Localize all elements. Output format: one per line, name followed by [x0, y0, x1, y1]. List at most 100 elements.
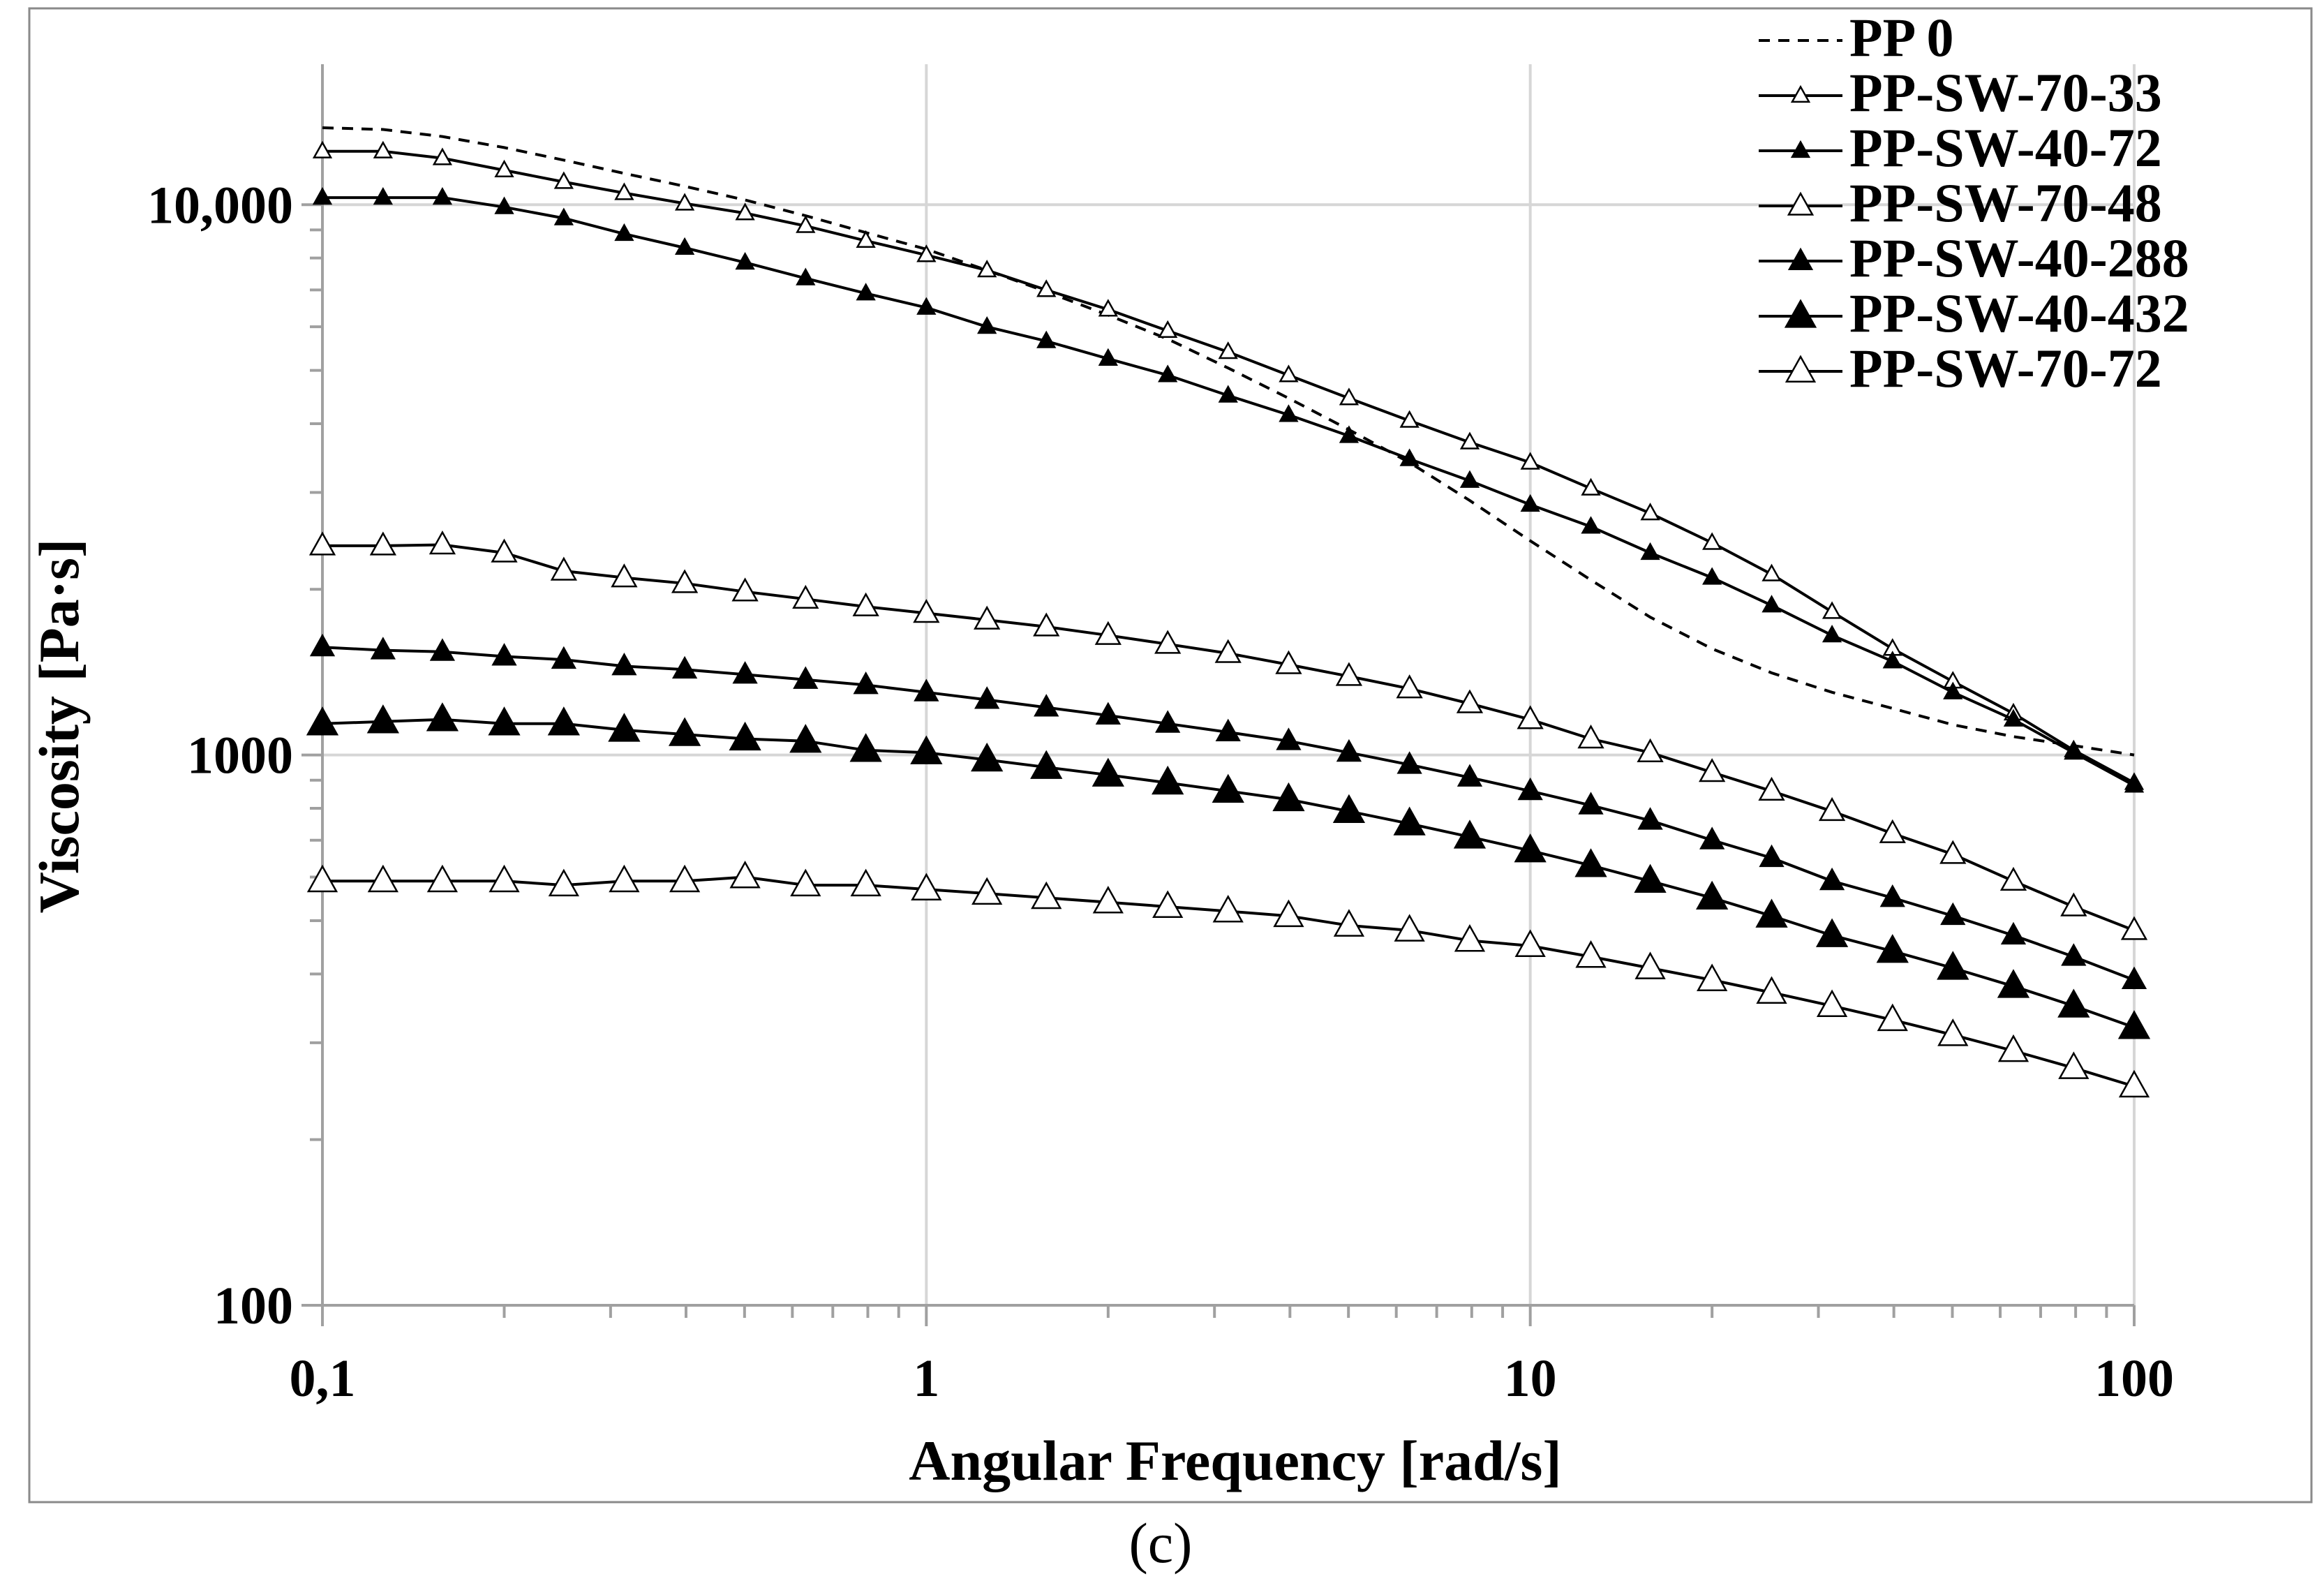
data-point [308, 531, 336, 556]
data-point [2061, 943, 2087, 966]
data-point [916, 297, 937, 315]
data-point [1218, 341, 1238, 359]
data-point [1034, 694, 1059, 717]
data-point [1399, 448, 1420, 466]
legend-label: PP-SW-70-48 [1849, 172, 2162, 233]
data-point [1699, 826, 1725, 849]
data-point [856, 230, 876, 248]
data-point [550, 556, 577, 581]
data-point [910, 735, 943, 764]
data-point [2064, 742, 2084, 760]
series-line [322, 718, 2135, 1029]
data-point [1937, 1018, 1969, 1046]
data-point [977, 316, 997, 334]
data-point [1276, 727, 1302, 750]
data-point [793, 666, 819, 689]
legend-item: PP 0 [1759, 7, 1954, 68]
data-point [1279, 364, 1299, 383]
legend-marker [1790, 140, 1811, 158]
data-point [1098, 348, 1118, 366]
data-point [1702, 532, 1722, 550]
data-point [1815, 918, 1849, 947]
series-pp-sw-70-48 [308, 530, 2148, 940]
data-point [2117, 1010, 2151, 1039]
legend-marker [1785, 355, 1817, 383]
data-point [1514, 929, 1546, 957]
data-point [789, 724, 822, 753]
data-point [1212, 773, 1244, 803]
data-point [1640, 542, 1660, 561]
data-point [2124, 775, 2145, 793]
data-point [1517, 777, 1543, 801]
data-point [491, 538, 518, 563]
data-point [1581, 477, 1601, 496]
data-point [373, 140, 393, 158]
data-point [1879, 819, 1906, 843]
data-point [796, 215, 816, 233]
data-point [489, 864, 520, 893]
data-point [1578, 792, 1604, 815]
legend-marker [1790, 84, 1811, 103]
data-point [1758, 776, 1785, 801]
data-point [1154, 630, 1182, 654]
data-point [1876, 934, 1909, 963]
data-point [1215, 718, 1241, 742]
data-point [491, 643, 517, 666]
data-point [669, 864, 701, 893]
legend-marker [1787, 191, 1815, 216]
data-point [1940, 902, 1966, 926]
data-point [306, 864, 338, 893]
data-point [2003, 708, 2024, 727]
data-point [1092, 757, 1124, 787]
x-axis-title: Angular Frequency [rad/s] [909, 1429, 1561, 1492]
legend-label: PP 0 [1849, 7, 1954, 68]
legend-marker [1784, 299, 1817, 328]
data-point [614, 223, 634, 242]
data-point [971, 877, 1003, 905]
series-line [322, 646, 2135, 981]
legend-item: PP-SW-40-432 [1759, 283, 2189, 343]
data-point [1339, 425, 1360, 443]
data-point [2060, 892, 2087, 916]
data-point [1332, 794, 1366, 824]
data-point [1696, 880, 1729, 910]
data-point [1457, 764, 1483, 787]
data-point [1158, 364, 1178, 383]
y-tick-label: 100 [214, 1277, 293, 1335]
data-point [1036, 330, 1057, 348]
y-axis-title: Viscosity [Pa·s] [27, 539, 91, 914]
data-point [1759, 844, 1785, 868]
data-point [1755, 898, 1788, 928]
y-tick-label: 10,000 [147, 176, 293, 235]
legend: PP 0PP-SW-70-33PP-SW-40-72PP-SW-70-48PP-… [1759, 7, 2189, 399]
legend-item: PP-SW-70-33 [1759, 62, 2162, 123]
data-point [1396, 674, 1423, 699]
data-point [1761, 563, 1782, 581]
series-pp-sw-40-288 [309, 633, 2147, 990]
data-point [1997, 1034, 2029, 1062]
data-point [1272, 782, 1305, 812]
data-point [792, 584, 819, 609]
data-point [1092, 886, 1124, 914]
data-point [671, 655, 698, 679]
data-point [1158, 320, 1178, 338]
data-point [1152, 765, 1184, 795]
legend-label: PP-SW-40-288 [1849, 228, 2189, 288]
data-point [1456, 689, 1484, 713]
data-point [2057, 988, 2090, 1018]
data-point [1999, 866, 2027, 891]
data-point [1214, 639, 1242, 663]
data-point [1459, 470, 1480, 488]
data-point [312, 186, 333, 205]
data-point [1279, 404, 1299, 422]
figure-caption: (c) [1129, 1511, 1192, 1575]
x-tick-label: 1 [913, 1349, 939, 1408]
data-point [373, 186, 393, 205]
data-point [1634, 951, 1666, 979]
legend-item: PP-SW-40-72 [1759, 117, 2162, 178]
data-point [849, 733, 882, 762]
data-point [853, 671, 879, 695]
series-pp-sw-40-72 [312, 186, 2145, 793]
data-point [1454, 923, 1486, 952]
